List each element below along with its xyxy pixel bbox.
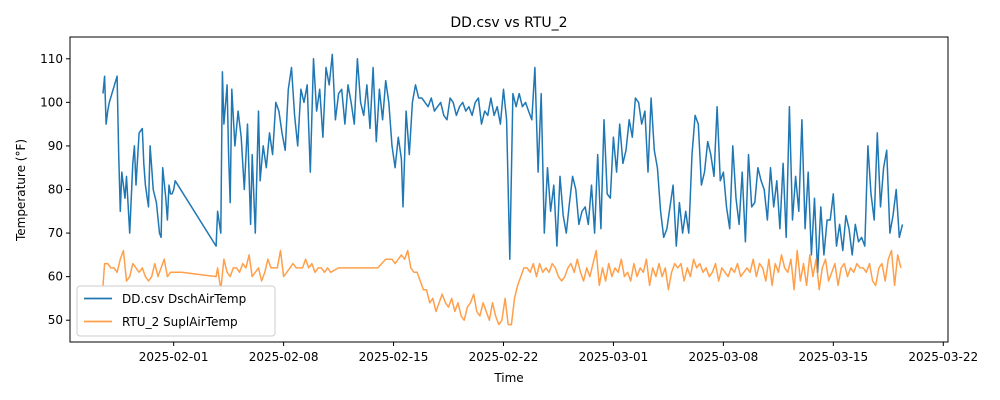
y-tick-label: 60: [48, 270, 63, 284]
x-axis-ticks: 2025-02-01 2025-02-08 2025-02-15 2025-02-22…: [139, 342, 978, 364]
x-tick-label: 2025-02-08: [249, 350, 319, 364]
x-tick-label: 2025-02-15: [359, 350, 429, 364]
y-tick-label: 80: [48, 183, 63, 197]
x-tick-label: 2025-03-22: [908, 350, 978, 364]
y-tick-label: 50: [48, 313, 63, 327]
x-tick-label: 2025-03-08: [689, 350, 759, 364]
legend: DD.csv DschAirTemp RTU_2 SuplAirTemp: [76, 285, 276, 337]
y-tick-label: 110: [40, 52, 63, 66]
series-line-dd-dschairtemp: [102, 53, 904, 274]
chart-title: DD.csv vs RTU_2: [450, 15, 567, 31]
series-layer: [102, 53, 904, 326]
series-line-rtu2-suplairtemp: [102, 249, 902, 326]
legend-label-rtu2-suplairtemp: RTU_2 SuplAirTemp: [122, 315, 238, 329]
x-tick-label: 2025-03-01: [579, 350, 649, 364]
legend-box: [76, 285, 276, 337]
x-tick-label: 2025-02-01: [139, 350, 209, 364]
y-axis-label: Temperature (°F): [14, 139, 28, 242]
x-tick-label: 2025-02-22: [469, 350, 539, 364]
y-tick-label: 70: [48, 226, 63, 240]
x-tick-label: 2025-03-15: [798, 350, 868, 364]
y-tick-label: 100: [40, 95, 63, 109]
y-axis-ticks: 50 60 70 80 90 100 110: [40, 52, 70, 327]
y-tick-label: 90: [48, 139, 63, 153]
legend-label-dd-dschairtemp: DD.csv DschAirTemp: [122, 292, 246, 306]
x-axis-label: Time: [493, 371, 523, 385]
